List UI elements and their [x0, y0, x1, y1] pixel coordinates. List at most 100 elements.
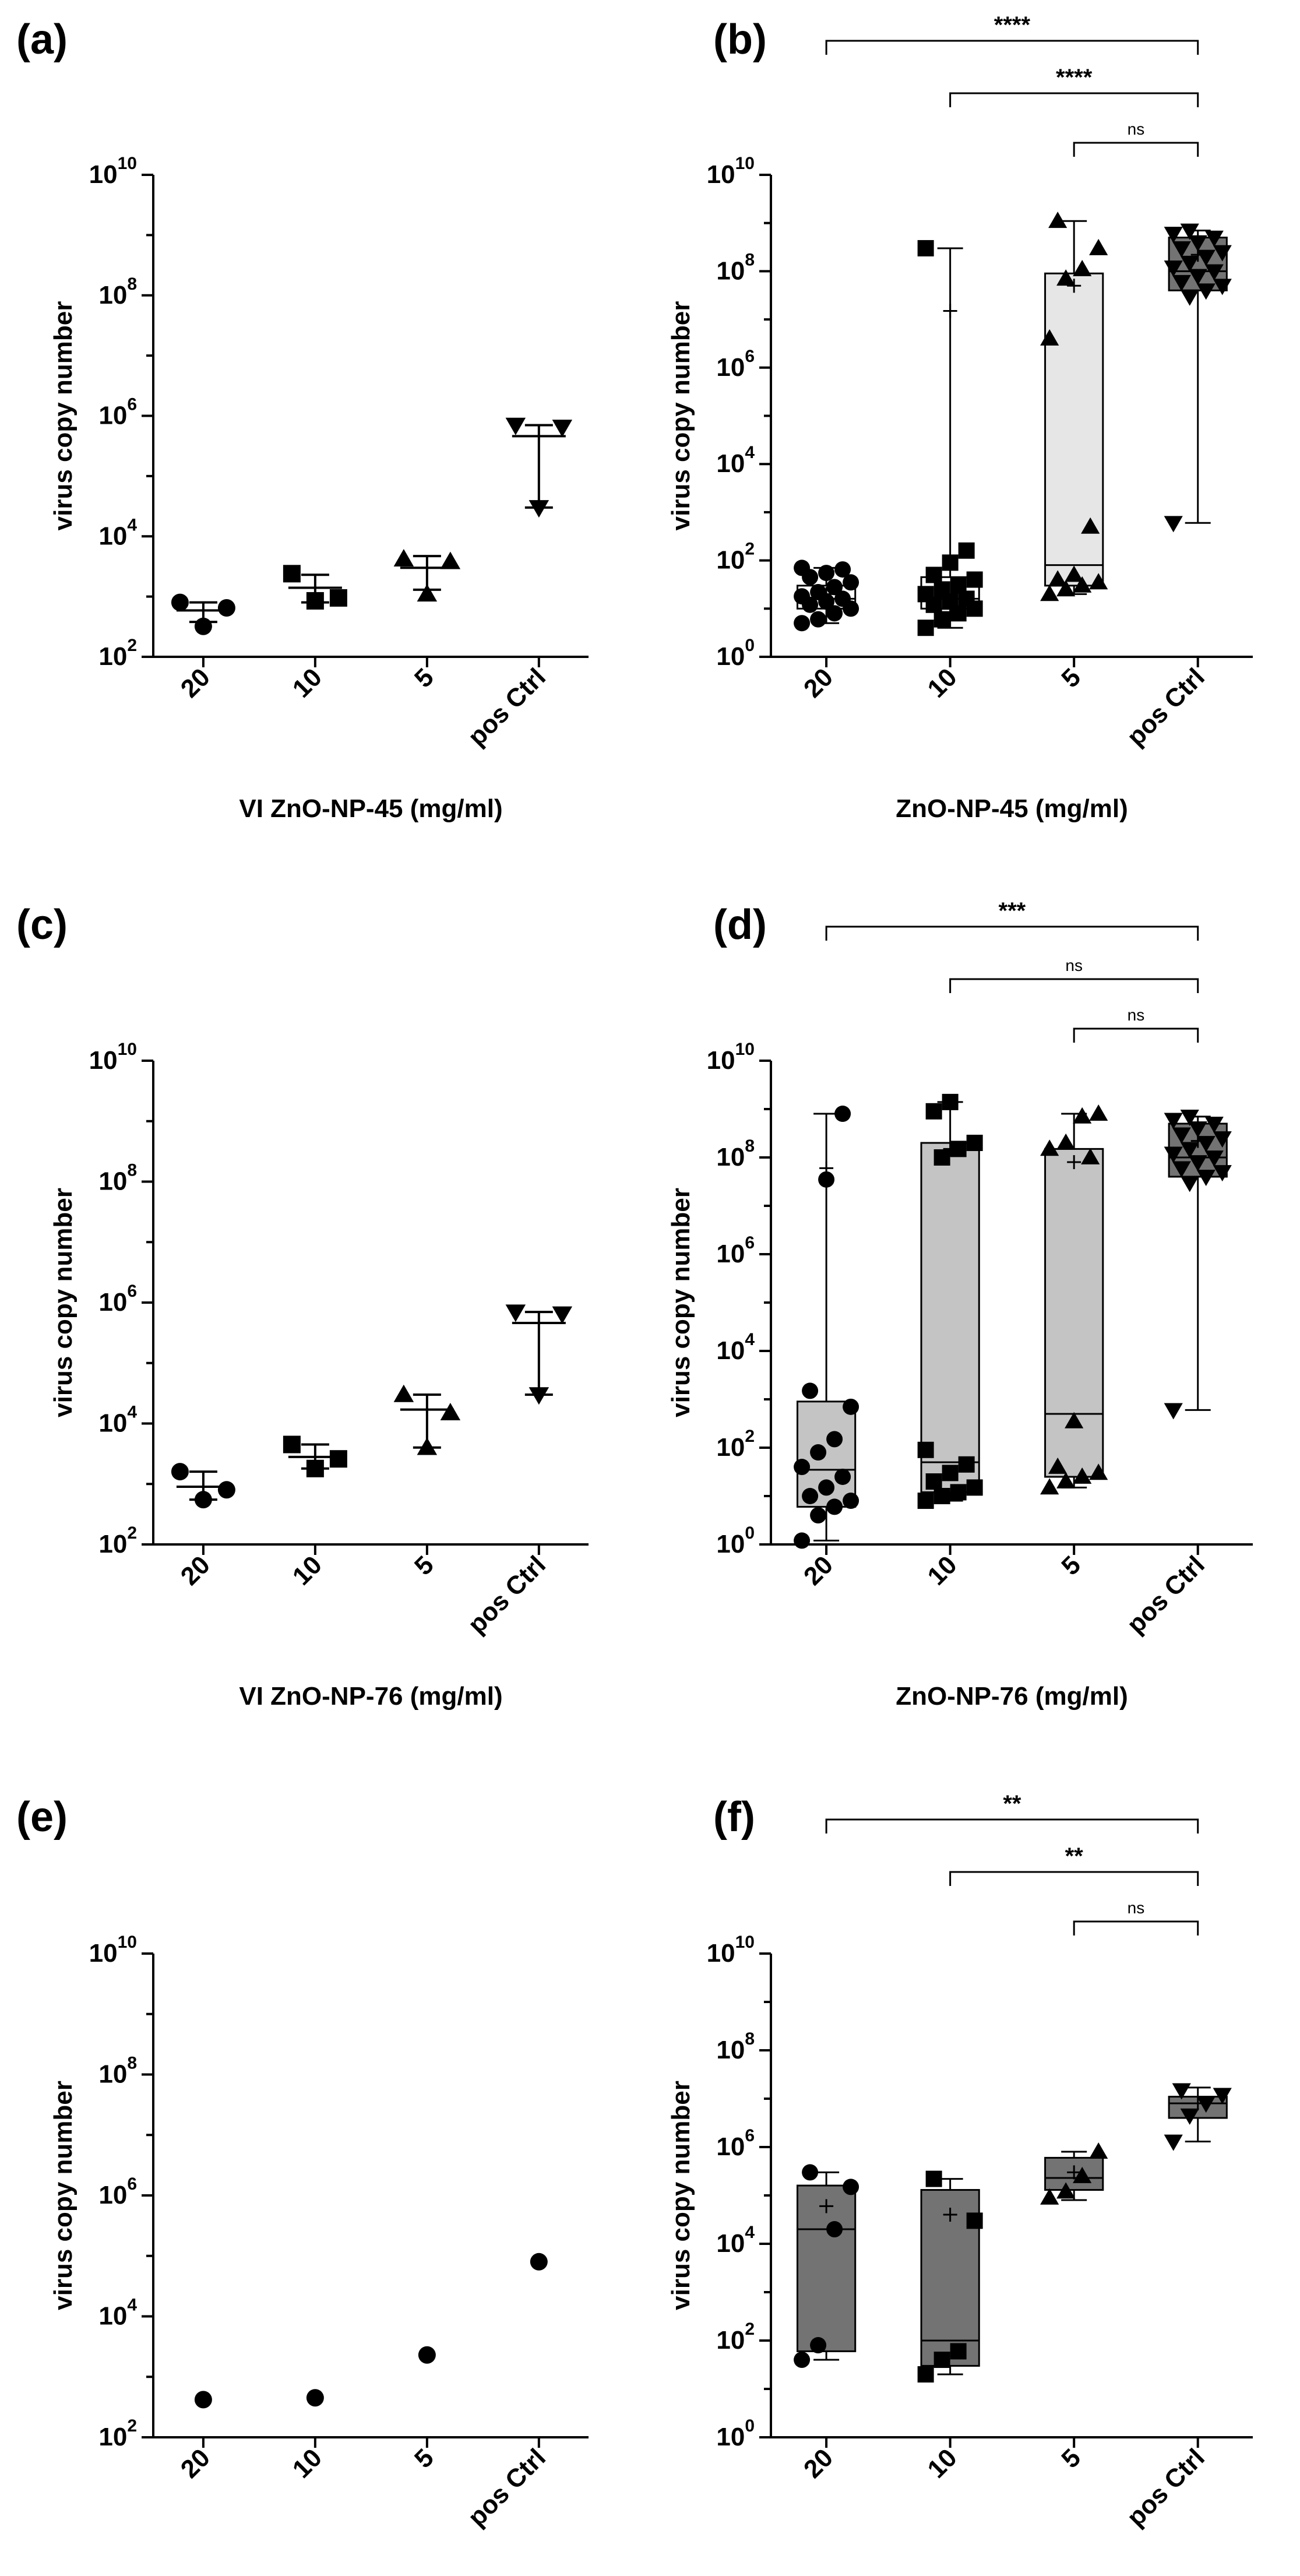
panel-label: (f): [713, 1794, 755, 1840]
data-point: [925, 1103, 942, 1120]
data-point: [1056, 2182, 1076, 2199]
y-tick-base: 10: [716, 2036, 745, 2064]
y-tick-exponent: 10: [735, 1040, 755, 1059]
data-point: [966, 1479, 983, 1496]
data-point: [933, 581, 950, 598]
y-tick-exponent: 8: [127, 275, 137, 294]
x-tick-label: pos Ctrl: [463, 663, 551, 751]
comparison-bracket: [1073, 1920, 1199, 1935]
x-tick-label: 10: [922, 1550, 962, 1590]
data-point: [942, 1093, 959, 1110]
y-tick-base: 10: [707, 160, 735, 189]
y-tick-label: 106: [98, 395, 137, 430]
x-tick-label: 20: [175, 1550, 216, 1590]
data-point: [1081, 1148, 1100, 1164]
data-point: [1073, 576, 1092, 593]
data-point: [1180, 289, 1199, 306]
data-point: [1048, 212, 1068, 228]
x-tick-label: 5: [1056, 1550, 1086, 1581]
y-tick-base: 10: [716, 449, 745, 478]
data-point: [552, 1306, 573, 1324]
comparison-bracket: [1073, 1027, 1199, 1043]
y-tick-base: 10: [98, 2302, 127, 2331]
y-tick-base: 10: [98, 2423, 127, 2451]
data-point: [1196, 2096, 1216, 2113]
data-point: [1040, 2188, 1059, 2205]
comparison-bracket: [949, 92, 1199, 107]
data-point: [1213, 2088, 1232, 2105]
y-axis-label: virus copy number: [667, 2081, 695, 2310]
data-point: [1213, 1165, 1232, 1182]
y-tick-base: 10: [98, 642, 127, 671]
y-tick-label: 104: [716, 2223, 755, 2258]
data-point: [1188, 269, 1207, 286]
data-point: [1048, 570, 1068, 587]
data-point: [1188, 1121, 1207, 1138]
y-tick-exponent: 0: [745, 1523, 755, 1543]
data-point: [794, 588, 811, 605]
x-tick-label: 20: [175, 663, 216, 703]
y-tick-exponent: 8: [745, 1136, 755, 1156]
y-tick-base: 10: [98, 1167, 127, 1196]
data-point: [306, 1459, 324, 1477]
data-point: [843, 574, 859, 591]
y-tick-label: 100: [716, 1523, 755, 1558]
y-tick-exponent: 2: [127, 1523, 137, 1543]
data-point: [802, 1382, 819, 1399]
y-tick-label: 104: [716, 1330, 755, 1365]
data-point: [1172, 1161, 1191, 1178]
data-point: [418, 2346, 436, 2364]
y-axis-label: virus copy number: [49, 2081, 77, 2310]
y-tick-label: 1010: [707, 154, 755, 189]
comparison-bracket: [949, 1871, 1199, 1886]
data-point: [1073, 259, 1092, 276]
y-tick-label: 102: [716, 2320, 755, 2355]
x-tick-label: 20: [798, 663, 839, 703]
data-point: [552, 420, 573, 438]
y-tick-base: 10: [716, 256, 745, 285]
data-point: [194, 2391, 212, 2409]
y-tick-base: 10: [98, 1530, 127, 1558]
y-axis-label: virus copy number: [49, 1188, 77, 1417]
data-point: [794, 2352, 811, 2369]
significance-label: ****: [994, 12, 1031, 38]
y-tick-exponent: 8: [127, 2054, 137, 2073]
data-point: [933, 2352, 950, 2369]
y-tick-base: 10: [716, 642, 745, 671]
data-point: [1172, 241, 1191, 258]
data-point: [1056, 1133, 1076, 1150]
y-tick-label: 106: [716, 2126, 755, 2161]
data-point: [1164, 1113, 1183, 1129]
data-point: [966, 1135, 983, 1152]
data-point: [925, 566, 942, 583]
data-point: [1040, 329, 1059, 346]
data-point: [810, 1507, 827, 1524]
data-point: [1040, 585, 1059, 601]
data-point: [966, 571, 983, 588]
y-tick-label: 1010: [89, 1933, 137, 1968]
data-point: [810, 583, 827, 600]
data-point: [505, 417, 526, 435]
y-tick-exponent: 10: [735, 154, 755, 173]
y-tick-exponent: 8: [745, 2029, 755, 2049]
data-point: [1164, 1146, 1183, 1163]
data-point: [329, 589, 347, 607]
data-point: [417, 1437, 438, 1455]
y-tick-exponent: 4: [127, 1403, 137, 1422]
data-point: [306, 592, 324, 610]
y-tick-exponent: 2: [127, 2416, 137, 2436]
data-point: [1213, 279, 1232, 295]
y-tick-exponent: 6: [127, 1282, 137, 1301]
data-point: [1204, 1117, 1224, 1134]
data-point: [818, 565, 835, 582]
y-tick-base: 10: [716, 1143, 745, 1171]
y-tick-base: 10: [98, 402, 127, 430]
data-point: [810, 611, 827, 628]
data-point: [826, 2221, 843, 2238]
y-tick-base: 10: [716, 2423, 745, 2451]
data-point: [933, 611, 950, 628]
data-point: [826, 1431, 843, 1448]
x-tick-label: 10: [287, 1550, 327, 1590]
